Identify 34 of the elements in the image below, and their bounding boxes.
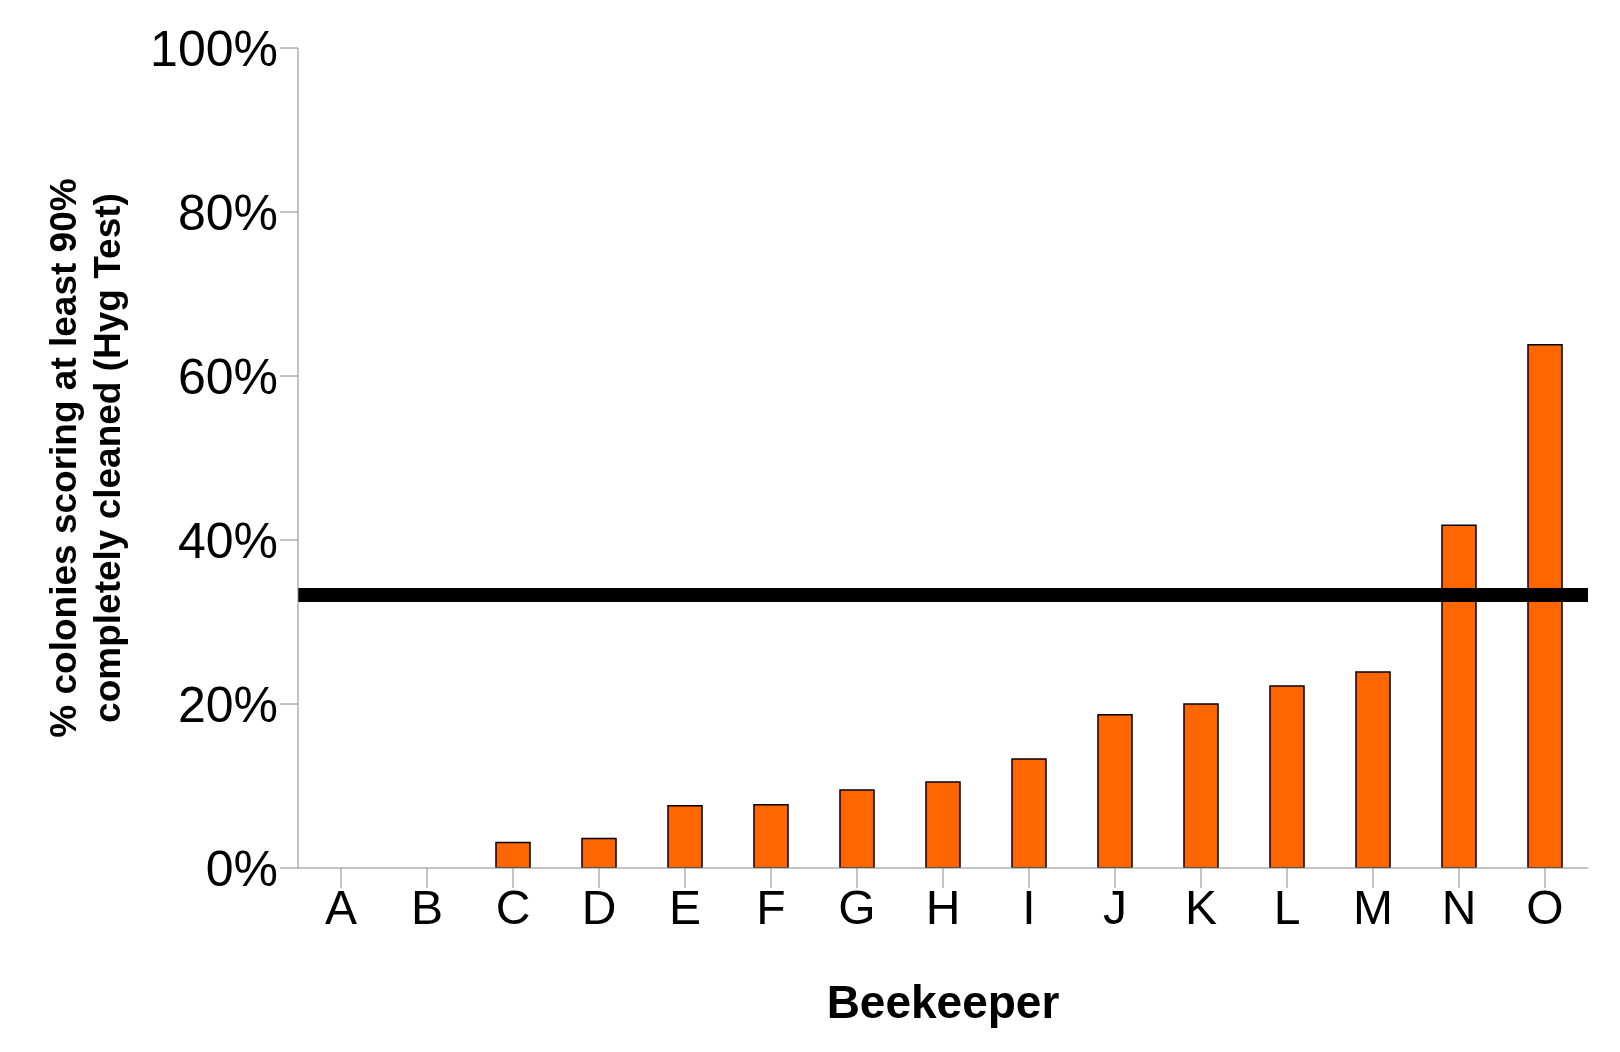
bar [753, 804, 789, 868]
y-tick-label: 40% [177, 512, 278, 569]
x-tick-label: G [838, 881, 876, 935]
x-tick-label: K [1184, 881, 1218, 935]
x-tick-label: I [1022, 881, 1036, 935]
bar [1355, 671, 1391, 868]
x-tick-label: E [668, 881, 702, 935]
bar [1097, 713, 1133, 868]
bar [839, 789, 875, 868]
bar [1011, 758, 1047, 868]
bar [667, 804, 703, 868]
x-tick-label: N [1441, 881, 1477, 935]
y-tick-label: 20% [177, 676, 278, 733]
x-tick-label: M [1353, 881, 1393, 935]
bar [1183, 703, 1219, 868]
y-tick-label: 60% [177, 348, 278, 405]
bar [495, 841, 531, 868]
y-tick-label: 0% [205, 840, 278, 897]
x-tick-label: D [581, 881, 617, 935]
x-axis-title: Beekeeper [826, 976, 1060, 1028]
y-tick-label: 80% [177, 184, 278, 241]
y-tick-label: 100% [150, 20, 278, 77]
x-tick-label: H [925, 881, 961, 935]
y-axis-title: % colonies scoring at least 90% completely cleaned (Hyg Test) [43, 178, 128, 738]
x-tick-label: L [1273, 881, 1301, 935]
x-tick-label: F [756, 881, 786, 935]
bar [581, 837, 617, 868]
x-tick-label: C [495, 881, 531, 935]
bar [925, 781, 961, 868]
x-tick-label: J [1103, 881, 1127, 935]
x-tick-label: B [410, 881, 444, 935]
x-tick-label: O [1526, 881, 1564, 935]
x-tick-label: A [324, 881, 358, 935]
bar [1269, 685, 1305, 868]
